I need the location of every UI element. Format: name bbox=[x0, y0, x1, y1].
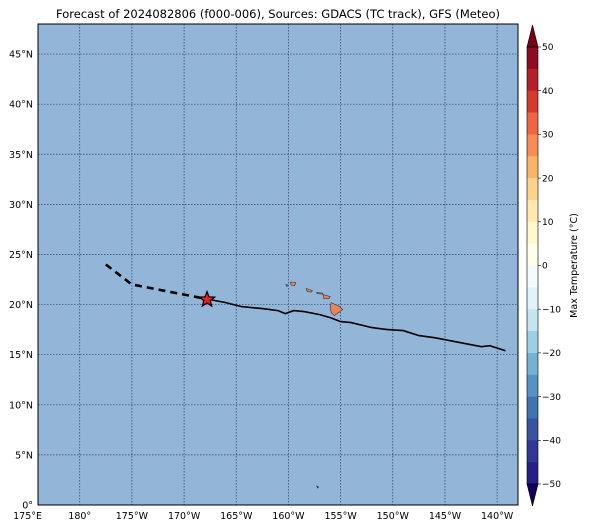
colorbar-tick-label: 30 bbox=[542, 131, 554, 141]
lon-tick-label: 175°E bbox=[13, 511, 42, 522]
island-maui bbox=[322, 294, 331, 299]
colorbar: 50 40 30 20 10 0 −10 −20 −30 −40 −50 Max Temperatur… bbox=[526, 24, 580, 507]
lat-tick-label: 0° bbox=[22, 501, 33, 512]
island-hawaii bbox=[329, 302, 344, 316]
observed-track-solid bbox=[204, 297, 506, 352]
lon-tick-label: 160°W bbox=[272, 511, 305, 522]
colorbar-bin bbox=[527, 243, 538, 266]
colorbar-bin bbox=[527, 134, 538, 157]
island-kauai bbox=[290, 281, 297, 286]
lat-tick-label: 10°N bbox=[9, 400, 33, 411]
map-title: Forecast of 2024082806 (f000-006), Sourc… bbox=[56, 7, 500, 21]
colorbar-bin bbox=[527, 331, 538, 354]
colorbar-bin bbox=[527, 178, 538, 201]
colorbar-tick-label: 40 bbox=[542, 87, 554, 97]
lon-tick-label: 140°W bbox=[481, 511, 514, 522]
colorbar-bin bbox=[527, 156, 538, 179]
island-niihau bbox=[285, 284, 289, 288]
forecast-track-dashed bbox=[105, 263, 206, 300]
colorbar-bin bbox=[527, 440, 538, 463]
lat-tick-label: 15°N bbox=[9, 350, 33, 361]
map-frame bbox=[37, 23, 519, 506]
colorbar-bin bbox=[527, 221, 538, 244]
colorbar-bin bbox=[527, 265, 538, 288]
colorbar-bin bbox=[527, 47, 538, 70]
lon-tick-label: 180° bbox=[68, 511, 91, 522]
ocean-background bbox=[38, 24, 518, 505]
lat-tick-label: 40°N bbox=[9, 100, 33, 111]
colorbar-bin bbox=[527, 462, 538, 485]
colorbar-bin bbox=[527, 396, 538, 419]
colorbar-bin bbox=[527, 90, 538, 113]
colorbar-tick-label: −40 bbox=[542, 437, 561, 447]
colorbar-bin bbox=[527, 68, 538, 91]
colorbar-tick-label: −20 bbox=[542, 349, 561, 359]
lat-tick-label: 20°N bbox=[9, 300, 33, 311]
colorbar-tick-label: −10 bbox=[542, 305, 561, 315]
lat-tick-label: 35°N bbox=[9, 150, 33, 161]
island-molokai bbox=[316, 292, 324, 295]
lon-tick-label: 155°W bbox=[324, 511, 357, 522]
colorbar-bin bbox=[527, 374, 538, 397]
colorbar-bin bbox=[527, 352, 538, 376]
colorbar-bin bbox=[527, 199, 538, 223]
colorbar-bin bbox=[527, 112, 538, 135]
colorbar-tick-label: −30 bbox=[542, 393, 561, 403]
lon-tick-label: 150°W bbox=[377, 511, 410, 522]
lon-tick-label: 170°W bbox=[168, 511, 201, 522]
colorbar-bin bbox=[527, 418, 538, 441]
lat-tick-label: 45°N bbox=[9, 50, 33, 61]
colorbar-tick-label: 10 bbox=[542, 218, 554, 228]
lat-tick-label: 30°N bbox=[9, 200, 33, 211]
colorbar-over-arrow bbox=[526, 24, 539, 48]
colorbar-tick-label: 20 bbox=[542, 174, 554, 184]
colorbar-under-arrow bbox=[526, 483, 539, 507]
lon-tick-label: 165°W bbox=[220, 511, 253, 522]
latitude-labels: 45°N 40°N 35°N 30°N 25°N 20°N 15°N 10°N 5°N 0° bbox=[9, 50, 33, 512]
lat-tick-label: 5°N bbox=[15, 450, 33, 461]
lat-tick-label: 25°N bbox=[9, 250, 33, 261]
lon-tick-label: 175°W bbox=[116, 511, 149, 522]
land-masses bbox=[285, 281, 344, 489]
colorbar-tick-label: 0 bbox=[542, 262, 548, 272]
lon-tick-label: 145°W bbox=[429, 511, 462, 522]
island-oahu bbox=[305, 288, 313, 293]
longitude-labels: 175°E 180° 175°W 170°W 165°W 160°W 155°W 150°W 1… bbox=[13, 511, 514, 522]
colorbar-bin bbox=[527, 287, 538, 310]
colorbar-bin bbox=[527, 309, 538, 332]
colorbar-tick-label: −50 bbox=[542, 480, 561, 490]
colorbar-tick-label: 50 bbox=[542, 43, 554, 53]
island-johnston bbox=[315, 485, 320, 489]
colorbar-label: Max Temperature (°C) bbox=[569, 213, 580, 318]
storm-position-star-icon bbox=[197, 289, 217, 308]
graticule bbox=[38, 24, 518, 505]
